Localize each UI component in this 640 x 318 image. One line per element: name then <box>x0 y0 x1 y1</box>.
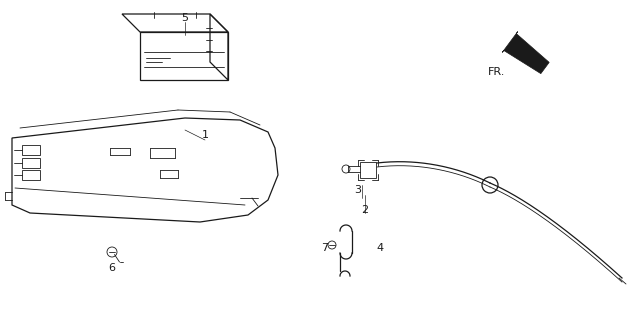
Polygon shape <box>502 31 549 74</box>
Text: 6: 6 <box>109 263 115 273</box>
Text: 4: 4 <box>376 243 383 253</box>
Text: 5: 5 <box>182 13 189 23</box>
Text: 1: 1 <box>202 130 209 140</box>
Text: FR.: FR. <box>488 67 506 77</box>
Text: 3: 3 <box>355 185 362 195</box>
Text: 2: 2 <box>362 205 369 215</box>
Text: 7: 7 <box>321 243 328 253</box>
